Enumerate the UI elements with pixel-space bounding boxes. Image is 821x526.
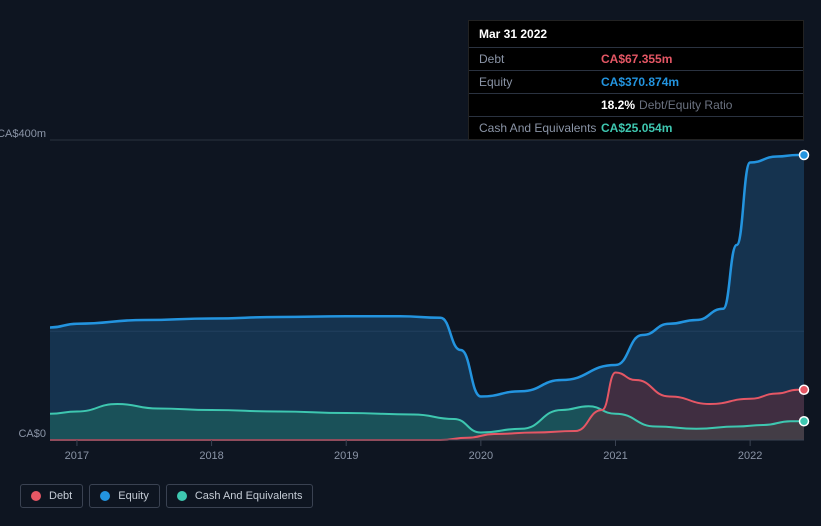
tooltip-row-label: Equity	[479, 75, 601, 89]
tooltip-row: EquityCA$370.874m	[469, 71, 803, 94]
x-axis-label: 2021	[603, 450, 627, 462]
x-axis-label: 2022	[738, 450, 762, 462]
x-axis-label: 2017	[65, 450, 89, 462]
tooltip-row-label	[479, 98, 601, 112]
series-end-dot-cash	[800, 417, 809, 426]
y-axis-label: CA$400m	[0, 128, 46, 140]
tooltip-row: DebtCA$67.355m	[469, 48, 803, 71]
tooltip-title: Mar 31 2022	[469, 21, 803, 48]
y-axis-label: CA$0	[0, 428, 46, 440]
tooltip-row: 18.2% Debt/Equity Ratio	[469, 94, 803, 117]
legend-item-label: Debt	[49, 490, 72, 502]
tooltip-row-suffix: Debt/Equity Ratio	[639, 98, 732, 112]
tooltip-row-label: Cash And Equivalents	[479, 121, 601, 135]
series-end-dot-debt	[800, 385, 809, 394]
tooltip-row-value: CA$370.874m	[601, 75, 679, 89]
legend-swatch-icon	[177, 491, 187, 501]
chart-tooltip: Mar 31 2022DebtCA$67.355mEquityCA$370.87…	[468, 20, 804, 140]
x-axis-label: 2020	[469, 450, 493, 462]
series-end-dot-equity	[800, 151, 809, 160]
legend-item-debt[interactable]: Debt	[20, 484, 83, 508]
legend-swatch-icon	[100, 491, 110, 501]
x-axis-label: 2018	[199, 450, 223, 462]
legend-item-label: Cash And Equivalents	[195, 490, 303, 502]
legend-item-label: Equity	[118, 490, 149, 502]
tooltip-row-value: CA$67.355m	[601, 52, 672, 66]
tooltip-row: Cash And EquivalentsCA$25.054m	[469, 117, 803, 139]
series-area-equity	[50, 155, 804, 440]
legend-item-cash[interactable]: Cash And Equivalents	[166, 484, 314, 508]
legend-item-equity[interactable]: Equity	[89, 484, 160, 508]
tooltip-row-value: CA$25.054m	[601, 121, 672, 135]
tooltip-row-label: Debt	[479, 52, 601, 66]
legend-swatch-icon	[31, 491, 41, 501]
x-axis-label: 2019	[334, 450, 358, 462]
tooltip-row-value: 18.2%	[601, 98, 635, 112]
chart-legend: Debt Equity Cash And Equivalents	[20, 484, 313, 508]
